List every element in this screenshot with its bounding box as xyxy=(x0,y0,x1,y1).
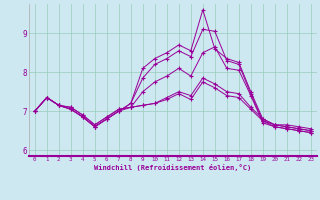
X-axis label: Windchill (Refroidissement éolien,°C): Windchill (Refroidissement éolien,°C) xyxy=(94,164,252,171)
